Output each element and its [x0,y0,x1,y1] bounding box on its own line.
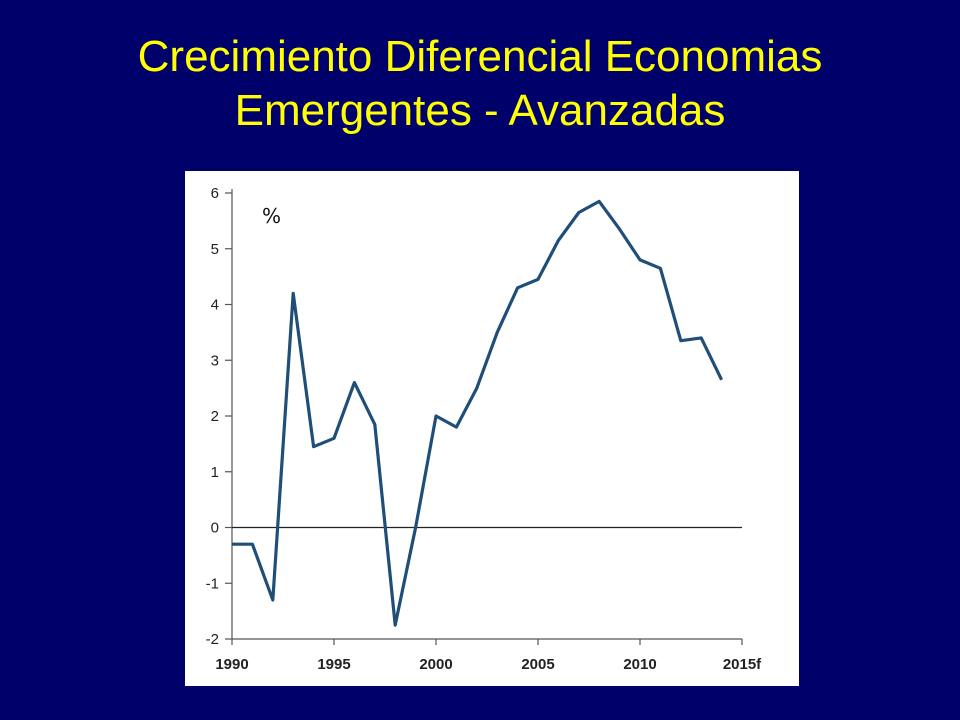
slide-title: Crecimiento Diferencial Economias Emerge… [0,30,960,138]
y-tick-label: 4 [211,297,219,314]
y-tick-label: 2 [211,408,219,425]
x-tick-label: 2000 [419,656,452,673]
series-line [232,199,724,627]
slide-title-line-2: Emergentes - Avanzadas [234,86,726,135]
series-group [232,199,724,627]
y-tick-label: 0 [211,520,219,537]
x-tick-label: 1990 [215,656,248,673]
unit-label: % [262,204,281,228]
chart-panel: -2 -1 0 1 2 3 4 5 6 1990 1995 2000 2005 2010 2015f % [185,171,799,686]
y-tick-label: 6 [211,185,219,202]
y-tick-label: 1 [211,464,219,481]
line-chart: -2 -1 0 1 2 3 4 5 6 1990 1995 2000 2005 2010 2015f % [206,185,763,673]
x-axis: 1990 1995 2000 2005 2010 2015f [215,638,762,673]
y-tick-label: -1 [206,575,219,592]
x-tick-label: 1995 [317,656,350,673]
slide-title-line-1: Crecimiento Diferencial Economias [137,32,823,81]
y-tick-label: 3 [211,352,219,369]
x-tick-label: 2010 [623,656,656,673]
y-tick-label: -2 [206,631,219,648]
y-axis: -2 -1 0 1 2 3 4 5 6 [206,185,233,648]
y-tick-label: 5 [211,241,219,258]
x-tick-label: 2005 [521,656,554,673]
x-tick-label: 2015f [723,656,762,673]
